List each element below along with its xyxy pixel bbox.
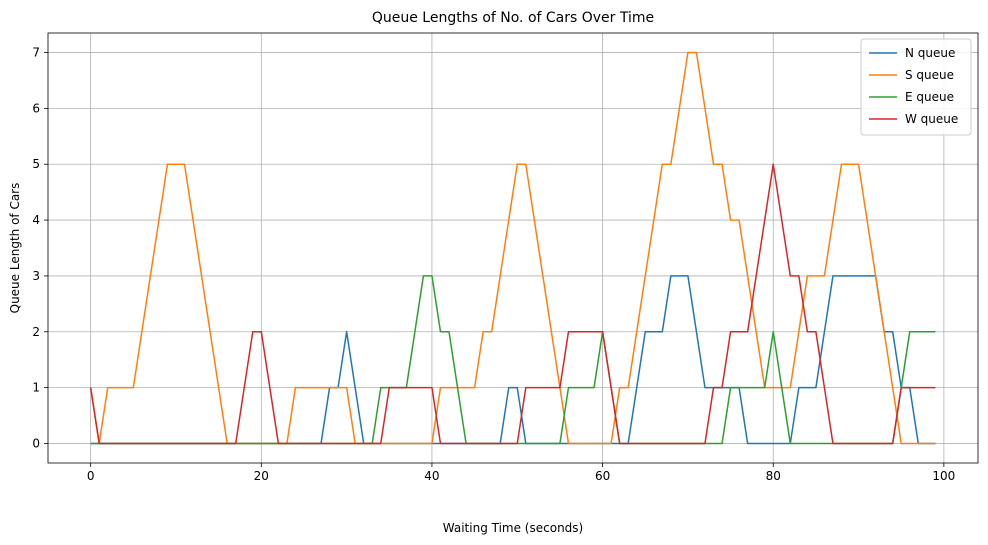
y-tick-label: 3 [32, 269, 40, 283]
series-layer [89, 51, 936, 445]
axis-ticks: 0 20 40 60 80 100 0 1 2 3 4 5 6 7 [32, 46, 955, 483]
y-tick-label: 6 [32, 101, 40, 115]
legend-label-e-queue: E queue [905, 90, 954, 104]
grid [48, 33, 978, 463]
legend: N queue S queue E queue W queue [860, 38, 972, 136]
series-line-s-queue [89, 51, 936, 445]
y-tick-label: 5 [32, 157, 40, 171]
legend-label-n-queue: N queue [905, 46, 955, 60]
series-line-n-queue [90, 275, 936, 445]
y-tick-label: 0 [32, 436, 40, 450]
y-axis-label: Queue Length of Cars [8, 183, 22, 314]
legend-box [860, 38, 972, 136]
y-tick-label: 1 [32, 381, 40, 395]
x-tick-label: 0 [87, 469, 95, 483]
y-tick-label: 2 [32, 325, 40, 339]
plot-frame [47, 32, 979, 464]
x-tick-label: 40 [424, 469, 439, 483]
x-axis-label: Waiting Time (seconds) [443, 521, 583, 535]
x-tick-label: 60 [595, 469, 610, 483]
series-line-w-queue [89, 163, 936, 445]
chart-title: Queue Lengths of No. of Cars Over Time [372, 10, 654, 26]
y-tick-label: 7 [32, 46, 40, 60]
x-tick-label: 80 [766, 469, 781, 483]
x-tick-label: 100 [932, 469, 955, 483]
x-tick-label: 20 [254, 469, 269, 483]
legend-label-s-queue: S queue [905, 68, 954, 82]
series-line-e-queue [90, 275, 936, 445]
y-tick-label: 4 [32, 213, 40, 227]
legend-label-w-queue: W queue [905, 112, 958, 126]
